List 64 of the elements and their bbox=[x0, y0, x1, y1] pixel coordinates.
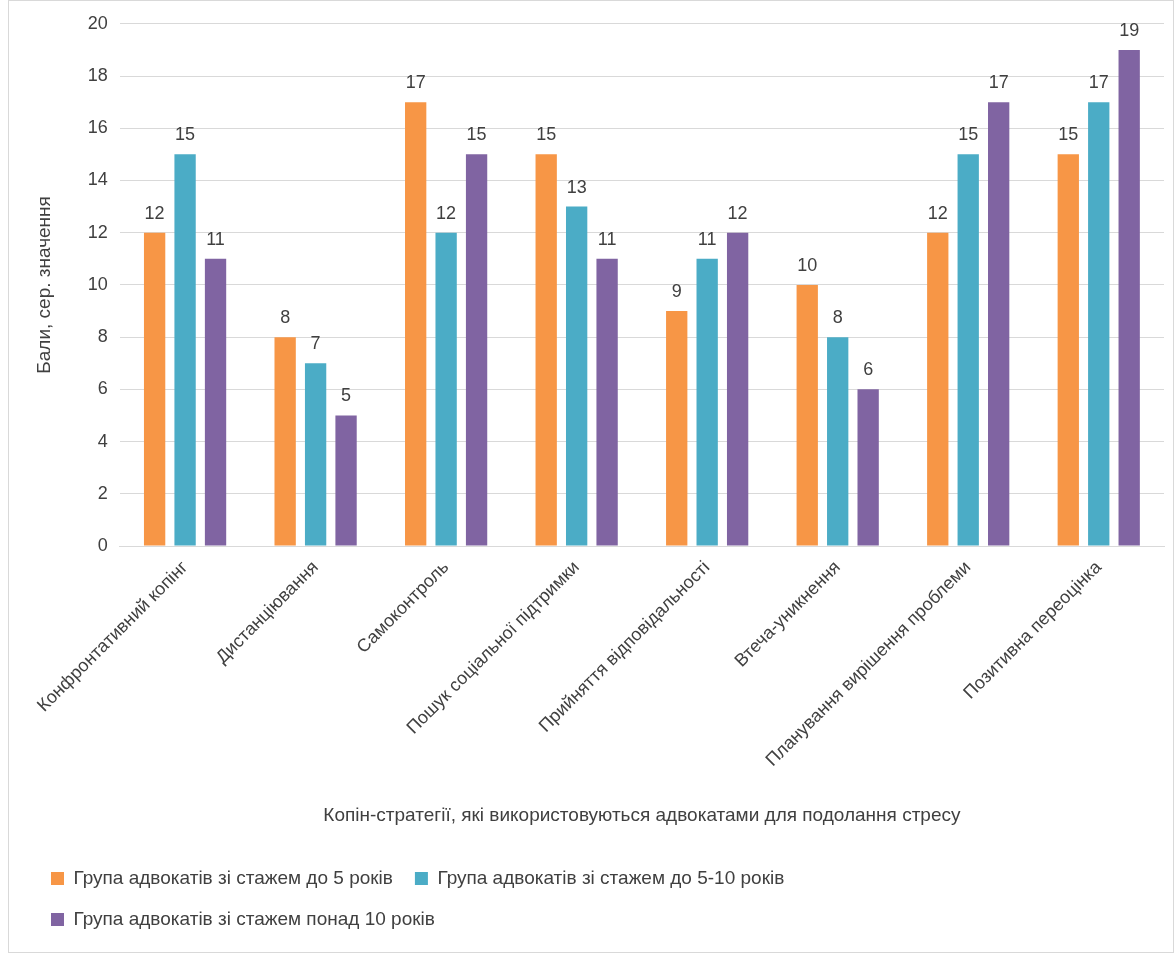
data-label: 13 bbox=[566, 176, 587, 197]
bar bbox=[435, 232, 457, 546]
data-label: 15 bbox=[958, 124, 979, 145]
data-label: 10 bbox=[797, 254, 818, 275]
bar bbox=[204, 258, 227, 546]
y-tick-label: 16 bbox=[87, 117, 108, 138]
y-tick-label: 8 bbox=[97, 326, 108, 347]
bar bbox=[796, 284, 818, 546]
data-label: 15 bbox=[466, 124, 487, 145]
bar bbox=[535, 154, 557, 546]
y-tick-label: 14 bbox=[87, 169, 108, 190]
data-label: 17 bbox=[988, 72, 1009, 93]
y-tick-label: 18 bbox=[87, 64, 108, 85]
bar bbox=[988, 102, 1010, 546]
legend-label: Група адвокатів зі стажем понад 10 років bbox=[73, 907, 435, 929]
data-label: 11 bbox=[697, 228, 717, 249]
y-tick-label: 2 bbox=[97, 482, 108, 503]
bar bbox=[465, 154, 488, 546]
data-label: 15 bbox=[175, 124, 196, 145]
bar bbox=[696, 258, 718, 546]
data-label: 9 bbox=[671, 280, 682, 301]
data-label: 11 bbox=[206, 228, 225, 249]
y-tick-label: 20 bbox=[87, 12, 108, 33]
data-label: 19 bbox=[1119, 19, 1140, 40]
data-label: 17 bbox=[405, 72, 426, 93]
data-label: 7 bbox=[310, 333, 321, 354]
data-label: 8 bbox=[832, 307, 843, 328]
data-label: 5 bbox=[341, 385, 352, 406]
data-label: 8 bbox=[280, 307, 291, 328]
y-tick-label: 4 bbox=[97, 430, 108, 451]
bar bbox=[957, 154, 979, 546]
data-label: 11 bbox=[597, 228, 617, 249]
y-tick-label: 10 bbox=[87, 273, 108, 294]
y-tick-label: 6 bbox=[97, 378, 108, 399]
bar bbox=[335, 415, 357, 546]
y-axis-title: Бали, сер. значення bbox=[32, 196, 54, 374]
bar bbox=[666, 311, 688, 546]
bar bbox=[927, 232, 949, 546]
legend-label: Група адвокатів зі стажем до 5-10 років bbox=[437, 866, 785, 888]
data-label: 12 bbox=[144, 202, 165, 223]
x-axis-title: Копін-стратегії, які використовуються адвокатами для подолання стресу bbox=[323, 803, 961, 825]
bar bbox=[1088, 102, 1110, 546]
bar bbox=[304, 363, 327, 546]
bar bbox=[174, 154, 196, 546]
data-label: 17 bbox=[1088, 72, 1109, 93]
data-label: 12 bbox=[927, 202, 948, 223]
bar bbox=[405, 102, 427, 546]
data-label: 15 bbox=[536, 124, 557, 145]
bar bbox=[596, 258, 618, 546]
bar bbox=[726, 232, 749, 546]
bar bbox=[565, 206, 588, 546]
data-label: 12 bbox=[436, 202, 457, 223]
bar bbox=[857, 389, 879, 546]
data-label: 12 bbox=[727, 202, 748, 223]
data-label: 15 bbox=[1058, 124, 1079, 145]
y-tick-label: 12 bbox=[87, 221, 108, 242]
bar bbox=[827, 337, 849, 546]
bar bbox=[1057, 154, 1079, 546]
bar bbox=[143, 232, 166, 546]
data-label: 6 bbox=[863, 359, 874, 380]
y-tick-label: 0 bbox=[97, 534, 108, 555]
legend-label: Група адвокатів зі стажем до 5 років bbox=[73, 866, 393, 888]
bar bbox=[274, 337, 296, 546]
bar bbox=[1118, 49, 1140, 546]
